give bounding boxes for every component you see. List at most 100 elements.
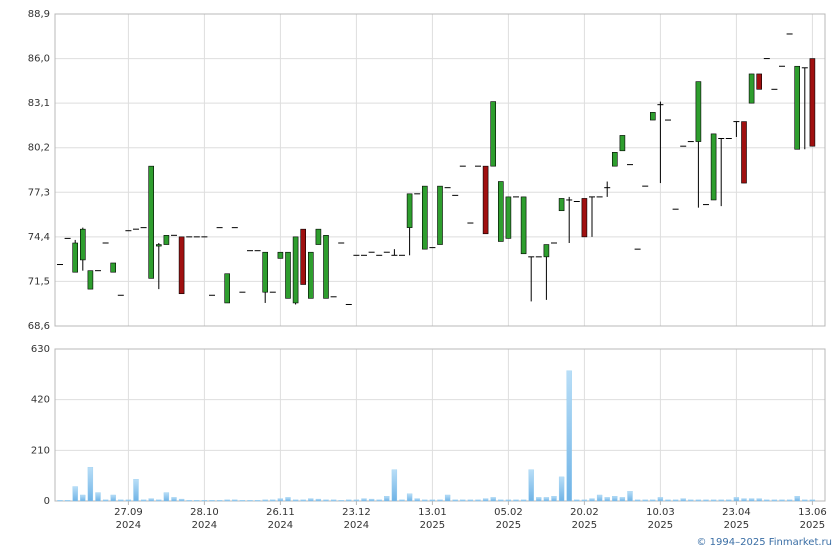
volume-bar <box>163 492 170 502</box>
volume-bar <box>528 469 534 502</box>
candle-body <box>649 112 656 121</box>
y-tick-label: 77,3 <box>28 187 50 198</box>
volume-bar <box>216 500 223 502</box>
volume-bar <box>460 499 466 502</box>
candle-body <box>277 251 284 259</box>
candle-body <box>80 228 86 261</box>
candle-body <box>421 185 428 250</box>
volume-bar <box>794 496 800 502</box>
volume-bar <box>384 496 390 502</box>
candle-body <box>72 242 78 273</box>
candle-body <box>695 81 702 142</box>
volume-bar <box>80 494 86 502</box>
volume-bar <box>368 498 375 502</box>
volume-bar <box>110 494 116 502</box>
volume-bar <box>726 499 732 502</box>
volume-bar <box>589 498 595 502</box>
volume-bar <box>802 499 808 502</box>
candle-body <box>224 273 230 304</box>
x-tick-label: 23.04 <box>722 507 751 518</box>
volume-bar <box>376 499 382 502</box>
volume-bar <box>330 499 337 502</box>
volume-bar <box>254 500 261 502</box>
volume-bar <box>338 500 344 502</box>
x-tick-label: 20.02 <box>570 507 599 518</box>
volume-bar <box>672 499 679 502</box>
volume-bar <box>513 499 519 502</box>
x-tick-sublabel: 2025 <box>800 520 825 531</box>
candle-body <box>110 262 116 273</box>
volume-bar <box>558 476 565 502</box>
candle-body <box>323 235 329 299</box>
volume-bar <box>764 499 770 502</box>
volume-bar <box>414 498 420 502</box>
candle-body <box>581 198 588 238</box>
volume-bar <box>125 499 132 502</box>
volume-bar <box>467 499 474 502</box>
volume-bar <box>551 496 557 502</box>
volume-bar <box>224 499 230 502</box>
volume-bar <box>482 498 489 502</box>
plot-frame <box>54 13 826 327</box>
candle-body <box>543 244 550 258</box>
candle-body <box>490 101 497 167</box>
candle-body <box>505 196 512 239</box>
volume-bar <box>695 499 702 502</box>
candle-body <box>794 65 801 150</box>
volume-bar <box>688 499 694 502</box>
x-tick-label: 05.02 <box>494 507 523 518</box>
volume-bar <box>201 500 208 502</box>
candle-body <box>482 165 489 235</box>
x-tick-label: 27.09 <box>114 507 143 518</box>
volume-bar <box>156 499 162 502</box>
volume-bar <box>315 498 322 502</box>
candle-body <box>611 152 618 167</box>
volume-bar <box>650 499 656 502</box>
candle-body <box>497 181 504 242</box>
volume-bar <box>140 499 147 502</box>
volume-bar <box>619 497 626 502</box>
y-tick-label: 86,0 <box>28 54 50 65</box>
plot-frame <box>54 348 826 502</box>
volume-bar <box>756 498 762 502</box>
volume-bar <box>505 499 512 502</box>
volume-bar <box>566 370 572 502</box>
volume-bar <box>270 499 276 502</box>
candle-body <box>87 270 94 290</box>
x-tick-sublabel: 2024 <box>344 520 369 531</box>
candle-body <box>748 73 755 104</box>
volume-bar <box>72 486 78 502</box>
volume-bar <box>277 498 284 502</box>
volume-bar <box>437 499 443 502</box>
volume-bar <box>308 498 314 502</box>
candle-body <box>285 251 291 299</box>
y-tick-label: 71,5 <box>28 276 50 287</box>
volume-bar <box>353 499 360 502</box>
candle-body <box>262 251 269 293</box>
volume-bar <box>452 499 458 502</box>
volume-bar <box>64 500 71 502</box>
volume-bar <box>657 497 664 502</box>
y-tick-label: 80,2 <box>28 143 50 154</box>
y-tick-label: 0 <box>44 496 50 507</box>
volume-bar <box>703 499 709 502</box>
x-tick-sublabel: 2024 <box>268 520 293 531</box>
volume-bar <box>627 491 633 502</box>
x-tick-sublabel: 2025 <box>724 520 749 531</box>
volume-bar <box>95 492 101 502</box>
x-tick-sublabel: 2024 <box>192 520 217 531</box>
candle-body <box>809 58 816 147</box>
volume-bar <box>574 499 580 502</box>
volume-bar <box>361 498 367 502</box>
candle-body <box>558 198 565 212</box>
volume-bar <box>733 497 740 502</box>
volume-bar <box>771 499 778 502</box>
volume-bar <box>809 499 816 502</box>
volume-bar <box>406 493 413 502</box>
volume-bar <box>102 499 109 502</box>
volume-bar <box>596 494 603 502</box>
candle-body <box>710 133 717 201</box>
y-tick-label: 88,9 <box>28 9 50 20</box>
volume-bar <box>543 497 550 502</box>
